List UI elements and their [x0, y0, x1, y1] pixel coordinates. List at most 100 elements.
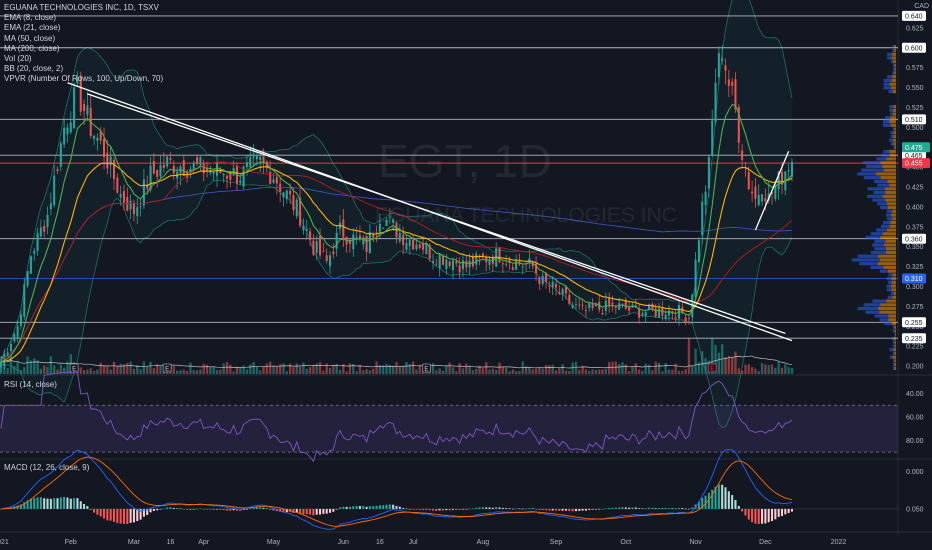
- macd-histogram-bar: [751, 508, 754, 523]
- macd-histogram-bar: [485, 507, 488, 509]
- candle-body: [272, 179, 275, 183]
- volume-bar: [647, 364, 651, 374]
- volume-bar: [106, 366, 109, 374]
- volume-bar: [308, 366, 312, 374]
- legend-bollinger[interactable]: BB (20, close, 2): [4, 64, 64, 74]
- candle-body: [388, 216, 391, 218]
- macd-histogram-bar: [96, 508, 99, 515]
- time-tick-label: 2021: [0, 539, 9, 546]
- candle-body: [292, 195, 295, 211]
- macd-histogram-bar: [724, 487, 727, 509]
- volume-bar: [727, 355, 730, 374]
- vpvr-down-row: [885, 239, 896, 243]
- legend-vpvr[interactable]: VPVR (Number Of Rows, 100, Up/Down, 70): [4, 74, 164, 84]
- vpvr-down-row: [892, 75, 896, 79]
- volume-bar: [495, 369, 498, 374]
- macd-histogram-bar: [265, 508, 268, 510]
- candle-body: [714, 82, 717, 123]
- macd-histogram-bar: [737, 505, 740, 509]
- macd-histogram-bar: [441, 508, 445, 511]
- candle-body: [29, 256, 32, 274]
- macd-histogram-bar: [36, 497, 39, 509]
- candle-body: [415, 244, 418, 250]
- vpvr-down-row: [880, 176, 896, 180]
- macd-histogram-bar: [312, 508, 315, 516]
- price-tick-label: 0.550: [906, 85, 924, 92]
- vpvr-down-row: [886, 157, 896, 161]
- volume-bar: [99, 362, 102, 374]
- vpvr-up-row: [870, 265, 884, 270]
- legend-ma-50[interactable]: MA (50, close): [4, 33, 56, 43]
- macd-histogram-bar: [498, 507, 501, 509]
- candle-body: [641, 313, 644, 316]
- volume-bar: [777, 361, 780, 374]
- macd-histogram-bar: [731, 495, 734, 509]
- volume-bar: [86, 369, 89, 374]
- chart-title[interactable]: EGUANA TECHNOLOGIES INC, 1D, TSXV: [4, 3, 159, 12]
- volume-bar: [79, 367, 82, 374]
- volume-bar: [132, 368, 136, 374]
- candle-body: [687, 318, 690, 319]
- legend-ema-21[interactable]: EMA (21, close): [4, 23, 61, 33]
- macd-histogram-bar: [764, 508, 767, 524]
- candle-body: [418, 244, 421, 249]
- macd-histogram-bar: [684, 508, 687, 510]
- vpvr-down-row: [894, 291, 896, 296]
- volume-bar: [312, 364, 315, 374]
- vpvr-down-row: [891, 280, 896, 284]
- vpvr-up-row: [857, 254, 879, 258]
- candle-body: [611, 302, 614, 305]
- candle-body: [13, 334, 16, 342]
- legend-ema-8[interactable]: EMA (8, close): [4, 13, 57, 23]
- volume-bar: [382, 365, 385, 374]
- macd-histogram-bar: [176, 508, 179, 510]
- candle-body: [618, 303, 621, 310]
- macd-histogram-bar: [166, 507, 169, 509]
- macd-histogram-bar: [169, 507, 172, 509]
- macd-histogram-bar: [319, 508, 322, 515]
- volume-bar: [96, 369, 99, 374]
- macd-histogram-bar: [780, 508, 784, 517]
- vpvr-up-row: [893, 63, 895, 68]
- legend-ma-200[interactable]: MA (200, close): [4, 43, 60, 53]
- rsi-pane-label[interactable]: RSI (14, close): [4, 380, 57, 389]
- macd-histogram-bar: [475, 507, 478, 509]
- candle-body: [56, 169, 59, 172]
- macd-histogram-bar: [83, 503, 86, 509]
- earnings-marker-label: E: [72, 367, 76, 373]
- macd-histogram-bar: [295, 508, 298, 513]
- volume-bar: [36, 360, 39, 374]
- vpvr-down-row: [891, 56, 896, 60]
- candle-body: [465, 260, 468, 268]
- macd-histogram-bar: [451, 508, 455, 510]
- candle-body: [299, 198, 302, 226]
- candle-body: [471, 256, 474, 267]
- volume-bar: [551, 364, 554, 374]
- price-tag: [902, 142, 930, 153]
- candle-body: [76, 77, 79, 84]
- macd-pane-label[interactable]: MACD (12, 26, close, 9): [4, 463, 90, 472]
- volume-bar: [591, 369, 594, 374]
- macd-histogram-bar: [415, 508, 418, 510]
- macd-histogram-bar: [189, 508, 192, 510]
- volume-bar: [202, 363, 205, 374]
- level-tag: [902, 114, 926, 125]
- volume-bar: [780, 367, 784, 374]
- legend-volume[interactable]: Vol (20): [4, 54, 32, 64]
- volume-bar: [704, 358, 707, 374]
- vpvr-down-row: [893, 134, 896, 139]
- volume-bar: [232, 371, 235, 374]
- macd-histogram-bar: [259, 507, 262, 509]
- macd-histogram-bar: [541, 508, 544, 510]
- candle-body: [229, 171, 232, 180]
- volume-bar: [671, 369, 674, 374]
- volume-bar: [531, 369, 534, 374]
- macd-histogram-bar: [46, 498, 49, 509]
- vpvr-up-row: [892, 45, 895, 49]
- volume-bar: [172, 366, 175, 374]
- macd-histogram-bar: [305, 508, 308, 515]
- rsi-line: [0, 371, 793, 463]
- vpvr-up-row: [890, 112, 893, 116]
- volume-bar: [146, 366, 149, 374]
